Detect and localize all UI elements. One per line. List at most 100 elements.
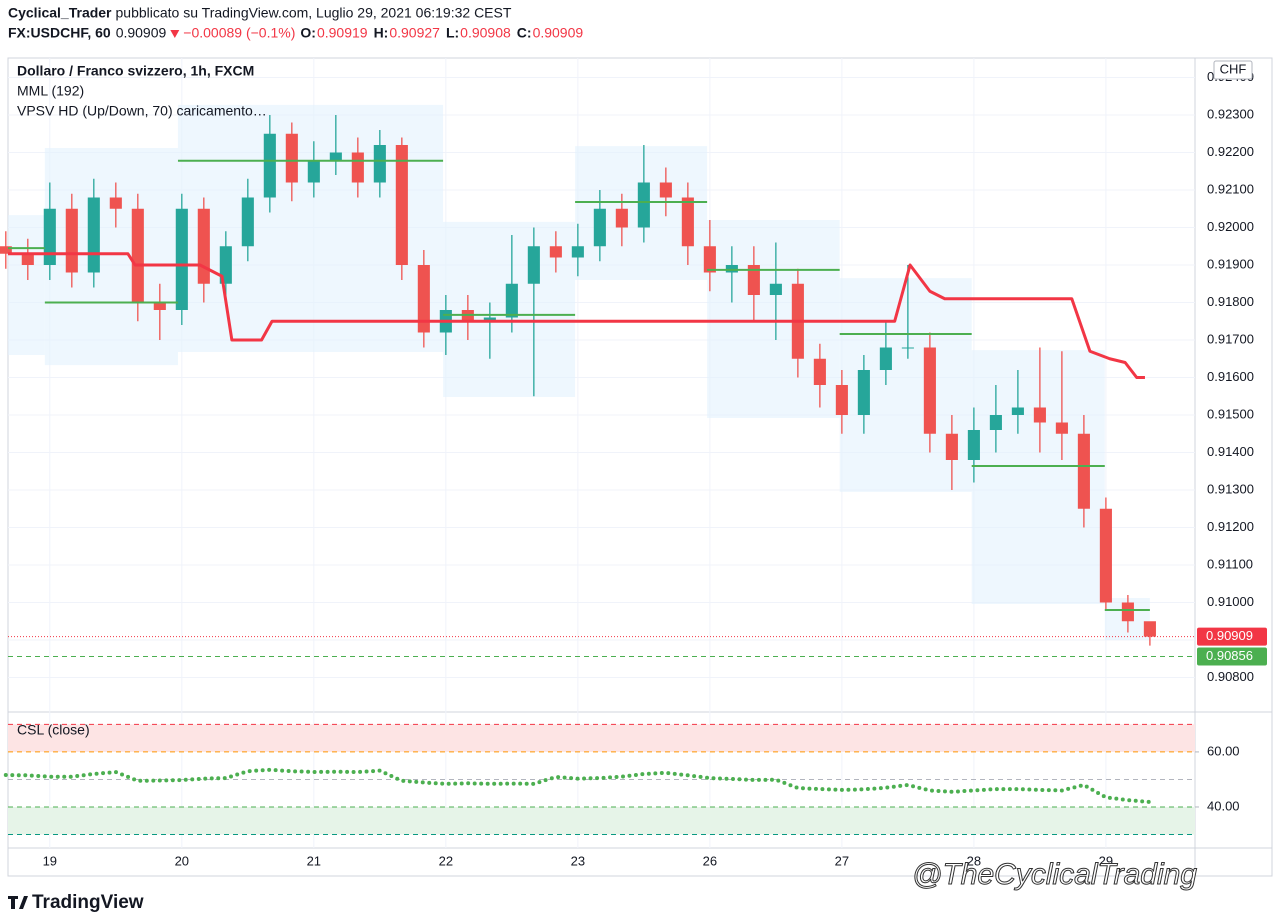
candle-body: [747, 265, 760, 295]
x-tick-label: 19: [43, 853, 57, 868]
y-tick-label: 0.91000: [1207, 594, 1254, 609]
candle-body: [483, 317, 496, 322]
price-label: 0.90909: [1206, 628, 1253, 643]
y-tick-label: 0.92300: [1207, 106, 1254, 121]
pane-title: CSL (close): [17, 722, 90, 738]
author: Cyclical_Trader: [8, 5, 112, 21]
x-tick-label: 20: [175, 853, 189, 868]
candle-body: [0, 246, 12, 254]
candle-body: [571, 246, 584, 258]
price-label: 0.90856: [1206, 648, 1253, 663]
plots: [0, 115, 1156, 805]
candle-body: [1121, 602, 1134, 622]
y-tick-label: 60.00: [1207, 743, 1240, 758]
candle-body: [1143, 621, 1156, 637]
y-tick-label: 0.92200: [1207, 144, 1254, 159]
ohlc-label: C:: [517, 25, 532, 41]
candle-body: [131, 208, 144, 303]
y-tick-label: 0.91100: [1207, 556, 1253, 571]
candle-body: [373, 145, 386, 183]
profile-box: [44, 148, 178, 366]
symbol: FX:USDCHF, 60: [8, 25, 111, 41]
candle-body: [923, 347, 936, 434]
logo: TradingView: [8, 892, 144, 913]
candle-body: [197, 208, 210, 284]
currency: CHF: [1220, 61, 1247, 76]
candle-body: [153, 302, 166, 310]
profile-box: [8, 215, 45, 355]
candle-body: [813, 358, 826, 385]
candle-body: [219, 246, 232, 284]
candle-body: [703, 246, 716, 273]
last-price: 0.90909: [116, 25, 167, 41]
csl-line: [3, 767, 1152, 805]
watermark: @TheCyclicalTrading: [912, 858, 1197, 891]
candle-body: [87, 197, 100, 273]
candle-body: [879, 347, 892, 370]
candle-body: [417, 265, 430, 333]
indicator-legend: VPSV HD (Up/Down, 70) caricamento…: [17, 103, 267, 119]
candle-body: [241, 197, 254, 247]
ohlc-value: 0.90927: [389, 25, 440, 41]
x-tick-label: 23: [571, 853, 585, 868]
candle-body: [945, 433, 958, 460]
candle-body: [659, 182, 672, 198]
candle-body: [1033, 407, 1046, 423]
candle-body: [681, 197, 694, 247]
candle-body: [725, 265, 738, 273]
candle-body: [43, 208, 56, 265]
candle-body: [769, 283, 782, 295]
down-arrow: [170, 30, 180, 38]
price-label-box: [1197, 647, 1267, 666]
y-tick-label: 0.91200: [1207, 519, 1254, 534]
candle-body: [1077, 433, 1090, 509]
candle-body: [989, 415, 1002, 430]
x-tick-label: 29: [1099, 853, 1113, 868]
candle-body: [637, 182, 650, 228]
indicator-legend: MML (192): [17, 83, 84, 99]
overlays: Cyclical_Trader pubblicato su TradingView…: [8, 5, 1267, 868]
y-tick-label: 0.91300: [1207, 481, 1254, 496]
candle-body: [901, 347, 914, 349]
candle-body: [615, 208, 628, 228]
zone: [8, 724, 1195, 752]
y-tick-label: 0.91800: [1207, 294, 1254, 309]
candle-body: [351, 152, 364, 183]
candle-body: [21, 253, 34, 265]
zone: [8, 806, 1195, 835]
candle-body: [65, 208, 78, 273]
y-tick-label: 0.91600: [1207, 369, 1254, 384]
ohlc-value: 0.90909: [533, 25, 584, 41]
candle-body: [1055, 422, 1068, 434]
y-tick-label: 0.91400: [1207, 444, 1254, 459]
x-tick-label: 28: [967, 853, 981, 868]
candle-body: [857, 370, 870, 415]
y-tick-label: 0.91700: [1207, 331, 1254, 346]
x-tick-label: 22: [439, 853, 453, 868]
chart-frame: [7, 57, 1273, 877]
candle-body: [527, 246, 540, 284]
ohlc-label: H:: [374, 25, 389, 41]
y-tick-label: 40.00: [1207, 798, 1240, 813]
ohlc-value: 0.90919: [317, 25, 368, 41]
y-tick-label: 0.90800: [1207, 669, 1254, 684]
x-tick-label: 21: [307, 853, 321, 868]
chart-title: Dollaro / Franco svizzero, 1h, FXCM: [17, 63, 254, 79]
mml-line: [8, 252, 1145, 379]
candle-body: [967, 430, 980, 460]
candle-body: [835, 385, 848, 415]
candle-body: [263, 133, 276, 198]
published: pubblicato su TradingView.com, Luglio 29…: [116, 5, 512, 21]
y-tick-label: 0.92000: [1207, 219, 1254, 234]
currency-tag: [1213, 60, 1253, 80]
candle-body: [285, 133, 298, 183]
y-tick-label: 0.92100: [1207, 181, 1254, 196]
candle-body: [505, 283, 518, 318]
candle-body: [329, 152, 342, 160]
x-tick-label: 26: [703, 853, 717, 868]
price-label-box: [1197, 627, 1267, 646]
candle-body: [307, 160, 320, 183]
candle-body: [109, 197, 122, 209]
candle-body: [549, 246, 562, 258]
